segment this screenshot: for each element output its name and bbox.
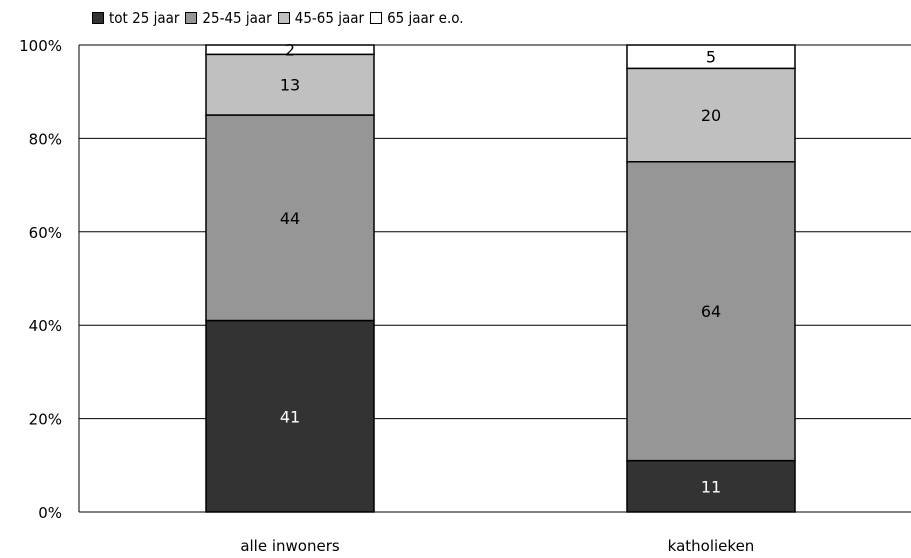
y-tick-label: 100% <box>19 37 62 55</box>
bars: 41 44 13 2 11 64 20 5 <box>205 41 796 513</box>
legend-label-25-45: 25-45 jaar <box>202 9 272 27</box>
legend-label-65-plus: 65 jaar e.o. <box>387 9 464 27</box>
x-tick-label: katholieken <box>668 537 755 555</box>
bar-segment <box>626 161 796 462</box>
y-axis-ticks: 0% 20% 40% 60% 80% 100% <box>19 37 62 522</box>
legend-item-25-45: 25-45 jaar <box>185 9 272 27</box>
y-tick-label: 20% <box>29 411 62 429</box>
data-label: 5 <box>706 48 716 67</box>
chart-legend: tot 25 jaar 25-45 jaar 45-65 jaar 65 jaa… <box>92 7 470 29</box>
bar-segment <box>205 114 375 322</box>
x-tick-label: alle inwoners <box>240 537 340 555</box>
bar-segment <box>626 459 796 513</box>
y-tick-label: 60% <box>29 224 62 242</box>
y-tick-label: 40% <box>29 317 62 335</box>
data-label: 64 <box>701 302 721 321</box>
legend-item-tot-25: tot 25 jaar <box>92 9 179 27</box>
legend-item-65-plus: 65 jaar e.o. <box>370 9 464 27</box>
bar-segment <box>626 44 796 70</box>
data-label: 44 <box>280 209 300 228</box>
legend-swatch-45-65 <box>277 12 290 24</box>
legend-swatch-25-45 <box>185 12 198 24</box>
data-label: 2 <box>285 41 295 60</box>
legend-swatch-tot-25 <box>92 12 104 24</box>
bar-segment <box>626 67 796 163</box>
legend-label-45-65: 45-65 jaar <box>294 9 365 27</box>
data-label: 11 <box>701 477 721 496</box>
data-label: 20 <box>701 106 721 125</box>
y-tick-label: 0% <box>38 504 62 522</box>
x-axis-labels: alle inwoners katholieken <box>240 537 754 555</box>
legend-label-tot-25: tot 25 jaar <box>109 9 180 27</box>
legend-swatch-65-plus <box>370 12 383 24</box>
bar-segment <box>205 53 375 116</box>
data-label: 13 <box>280 76 300 95</box>
data-label: 41 <box>280 407 300 426</box>
legend-item-45-65: 45-65 jaar <box>277 9 365 27</box>
bar-segment <box>205 44 375 56</box>
y-tick-label: 80% <box>29 130 62 148</box>
bar-segment <box>205 319 375 513</box>
